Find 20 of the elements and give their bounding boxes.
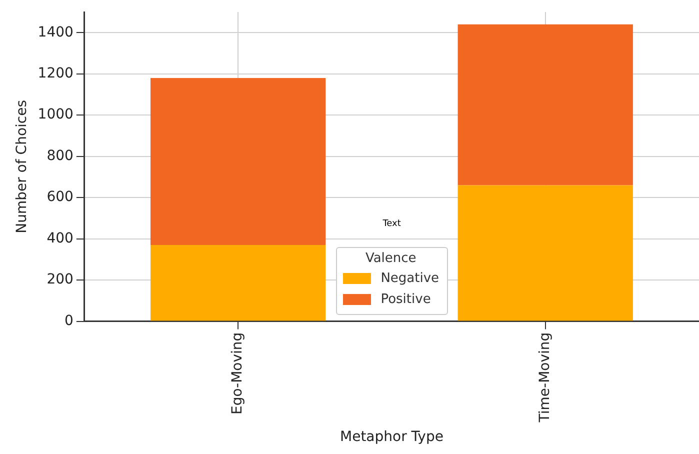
y-tick-label: 1000 <box>38 106 74 123</box>
y-tick-label: 200 <box>46 272 74 288</box>
legend-title: Valence <box>364 251 418 266</box>
bar <box>458 185 633 321</box>
y-tick-label: 600 <box>46 189 74 206</box>
y-tick-label: 400 <box>46 230 74 246</box>
annotation: Text <box>382 219 401 230</box>
y-axis-title: Number of Choices <box>14 100 30 234</box>
y-tick-label: 1200 <box>38 66 74 82</box>
bar <box>458 24 633 186</box>
y-tick-label: 0 <box>64 312 74 329</box>
legend-label: Negative <box>380 271 440 286</box>
x-tick-label: Ego-Moving <box>230 332 246 415</box>
x-axis-title: Metaphor Type <box>340 429 444 446</box>
bar <box>150 78 326 246</box>
y-tick-label: 1400 <box>38 24 74 40</box>
y-tick-label: 800 <box>46 148 74 164</box>
x-tick-label: Time-Moving <box>537 332 553 424</box>
legend-label: Positive <box>380 292 431 308</box>
bar <box>150 245 326 321</box>
